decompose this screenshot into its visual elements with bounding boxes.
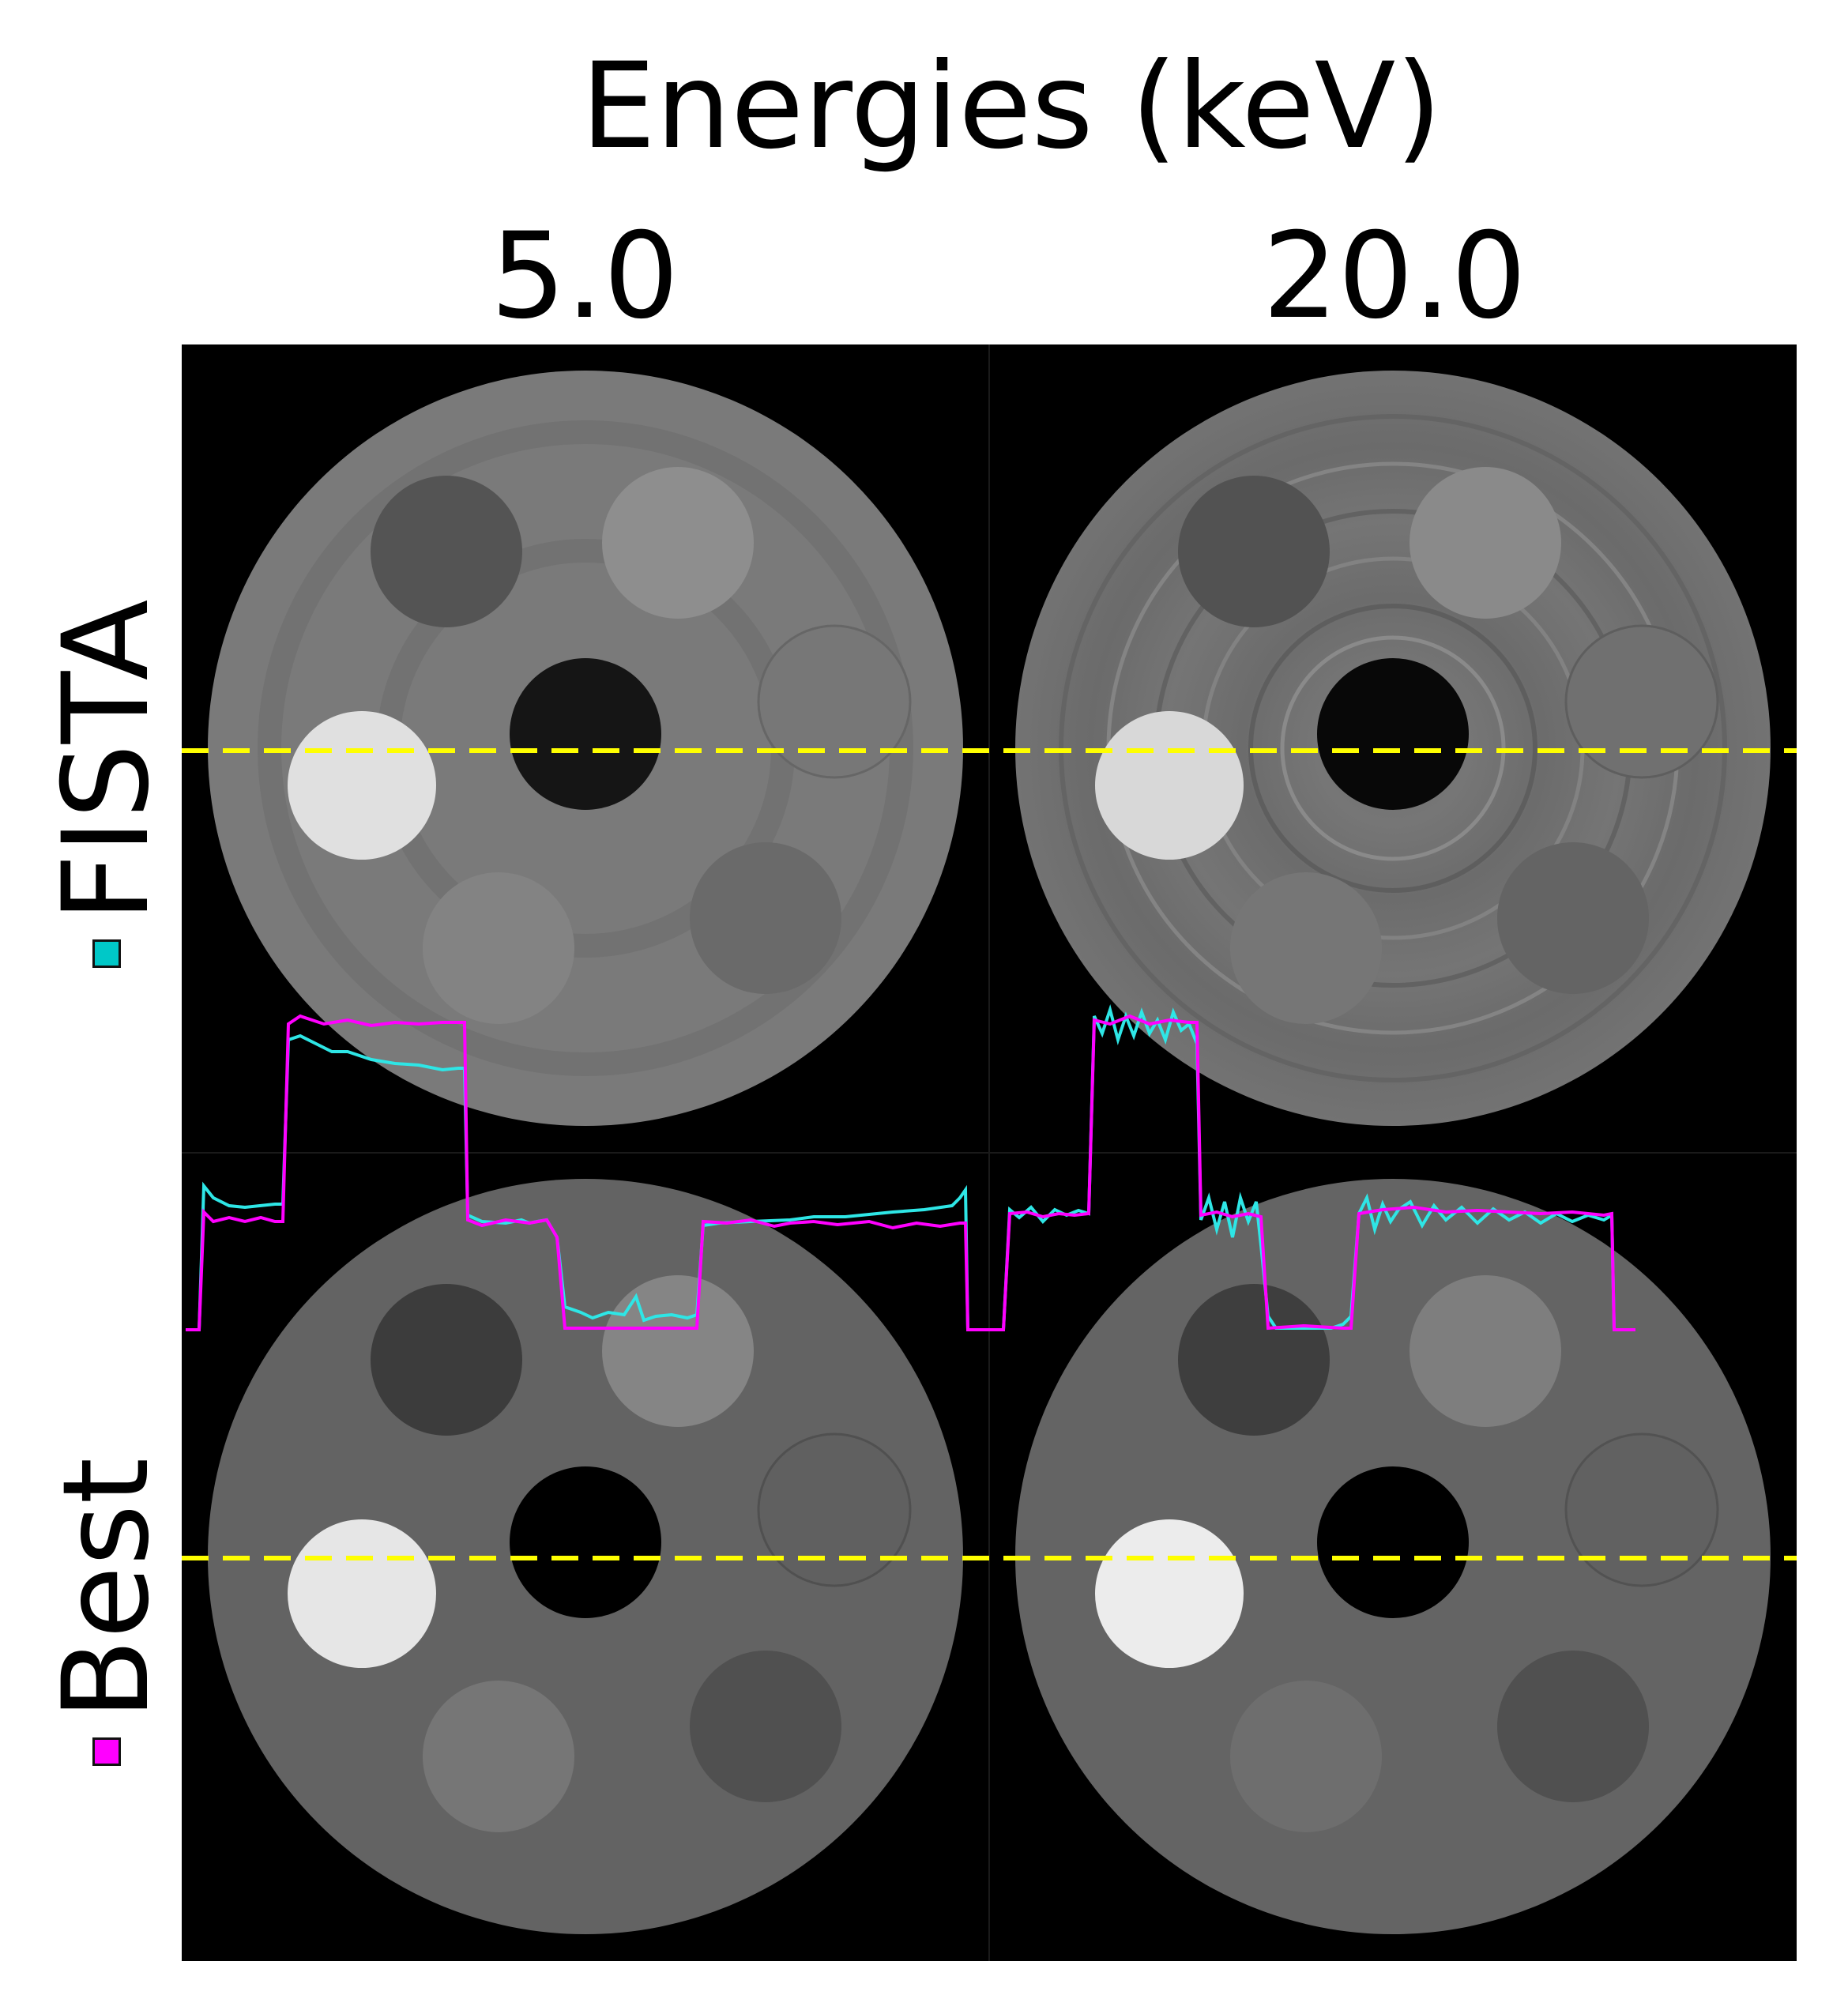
profile-fista-20kev [989,1003,1635,1331]
figure-title: Energies (keV) [581,38,1442,175]
row-label-best: Best [38,1457,175,1766]
row-label-fista: FISTA [38,599,175,968]
column-label-energy-20: 20.0 [1263,208,1526,345]
row-label-best-text: Best [38,1457,175,1720]
panel-fista-5kev [208,371,963,1126]
row-label-fista-text: FISTA [38,599,175,922]
best-color-swatch [92,1737,121,1766]
profile-best-20kev [989,1014,1635,1331]
fista-color-swatch [92,939,121,968]
reconstruction-grid [182,344,1797,1961]
column-label-energy-5: 5.0 [490,208,679,345]
panel-best-5kev [208,1179,963,1934]
profile-best-5kev [186,1014,989,1331]
